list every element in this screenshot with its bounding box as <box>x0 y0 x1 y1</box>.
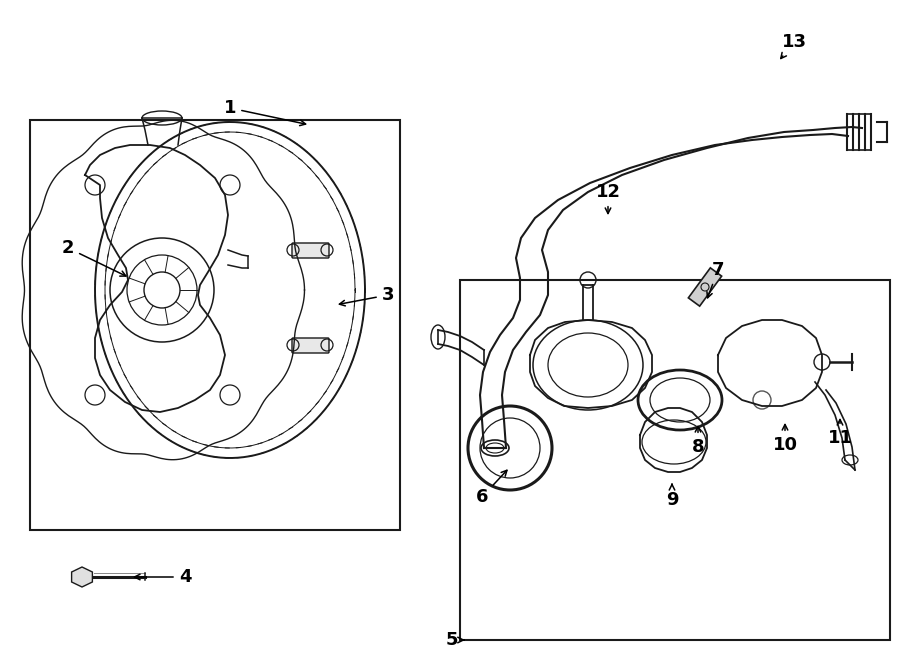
Text: 8: 8 <box>692 426 705 456</box>
Text: 2: 2 <box>62 239 126 276</box>
Text: 9: 9 <box>666 485 679 509</box>
Text: 4: 4 <box>134 568 191 586</box>
Polygon shape <box>688 268 722 306</box>
Text: 3: 3 <box>339 286 394 306</box>
FancyBboxPatch shape <box>292 243 329 258</box>
Text: 11: 11 <box>827 420 852 447</box>
Text: 7: 7 <box>706 261 724 298</box>
FancyBboxPatch shape <box>292 338 329 353</box>
Bar <box>460 280 890 640</box>
Polygon shape <box>72 567 93 587</box>
Text: 1: 1 <box>224 99 306 126</box>
Bar <box>30 120 400 530</box>
Text: 12: 12 <box>596 183 620 214</box>
Text: 13: 13 <box>781 33 806 58</box>
Text: 10: 10 <box>772 424 797 454</box>
Text: 5: 5 <box>446 631 464 649</box>
Text: 6: 6 <box>476 470 507 506</box>
